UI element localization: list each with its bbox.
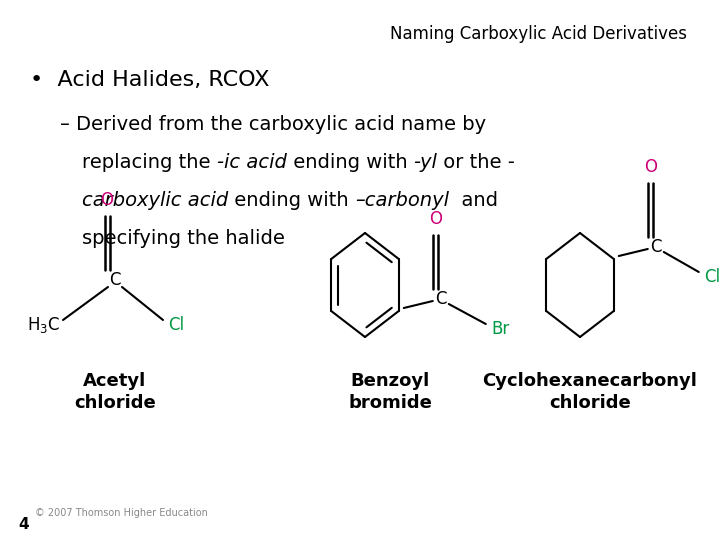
Text: ending with: ending with [228, 191, 355, 210]
Text: H$_3$C: H$_3$C [27, 315, 60, 335]
Text: -ic acid: -ic acid [217, 153, 287, 172]
Text: Cyclohexanecarbonyl
chloride: Cyclohexanecarbonyl chloride [482, 372, 698, 412]
Text: specifying the halide: specifying the halide [82, 229, 285, 248]
Text: Acetyl
chloride: Acetyl chloride [74, 372, 156, 412]
Text: C: C [650, 238, 662, 256]
Text: Cl: Cl [703, 268, 720, 286]
Text: O: O [429, 210, 442, 228]
Text: Naming Carboxylic Acid Derivatives: Naming Carboxylic Acid Derivatives [390, 25, 687, 43]
Text: Benzoyl
bromide: Benzoyl bromide [348, 372, 432, 412]
Text: © 2007 Thomson Higher Education: © 2007 Thomson Higher Education [35, 508, 208, 518]
Text: C: C [435, 290, 446, 308]
Text: –carbonyl: –carbonyl [355, 191, 449, 210]
Text: and: and [449, 191, 498, 210]
Text: carboxylic acid: carboxylic acid [82, 191, 228, 210]
Text: -yl: -yl [413, 153, 437, 172]
Text: 4: 4 [18, 517, 29, 532]
Text: Br: Br [492, 320, 510, 338]
Text: or the -: or the - [437, 153, 516, 172]
Text: O: O [644, 158, 657, 176]
Text: ending with: ending with [287, 153, 413, 172]
Text: – Derived from the carboxylic acid name by: – Derived from the carboxylic acid name … [60, 115, 486, 134]
Text: O: O [101, 191, 114, 209]
Text: •  Acid Halides, RCOX: • Acid Halides, RCOX [30, 70, 269, 90]
Text: C: C [109, 271, 121, 289]
Text: Cl: Cl [168, 316, 184, 334]
Text: replacing the: replacing the [82, 153, 217, 172]
